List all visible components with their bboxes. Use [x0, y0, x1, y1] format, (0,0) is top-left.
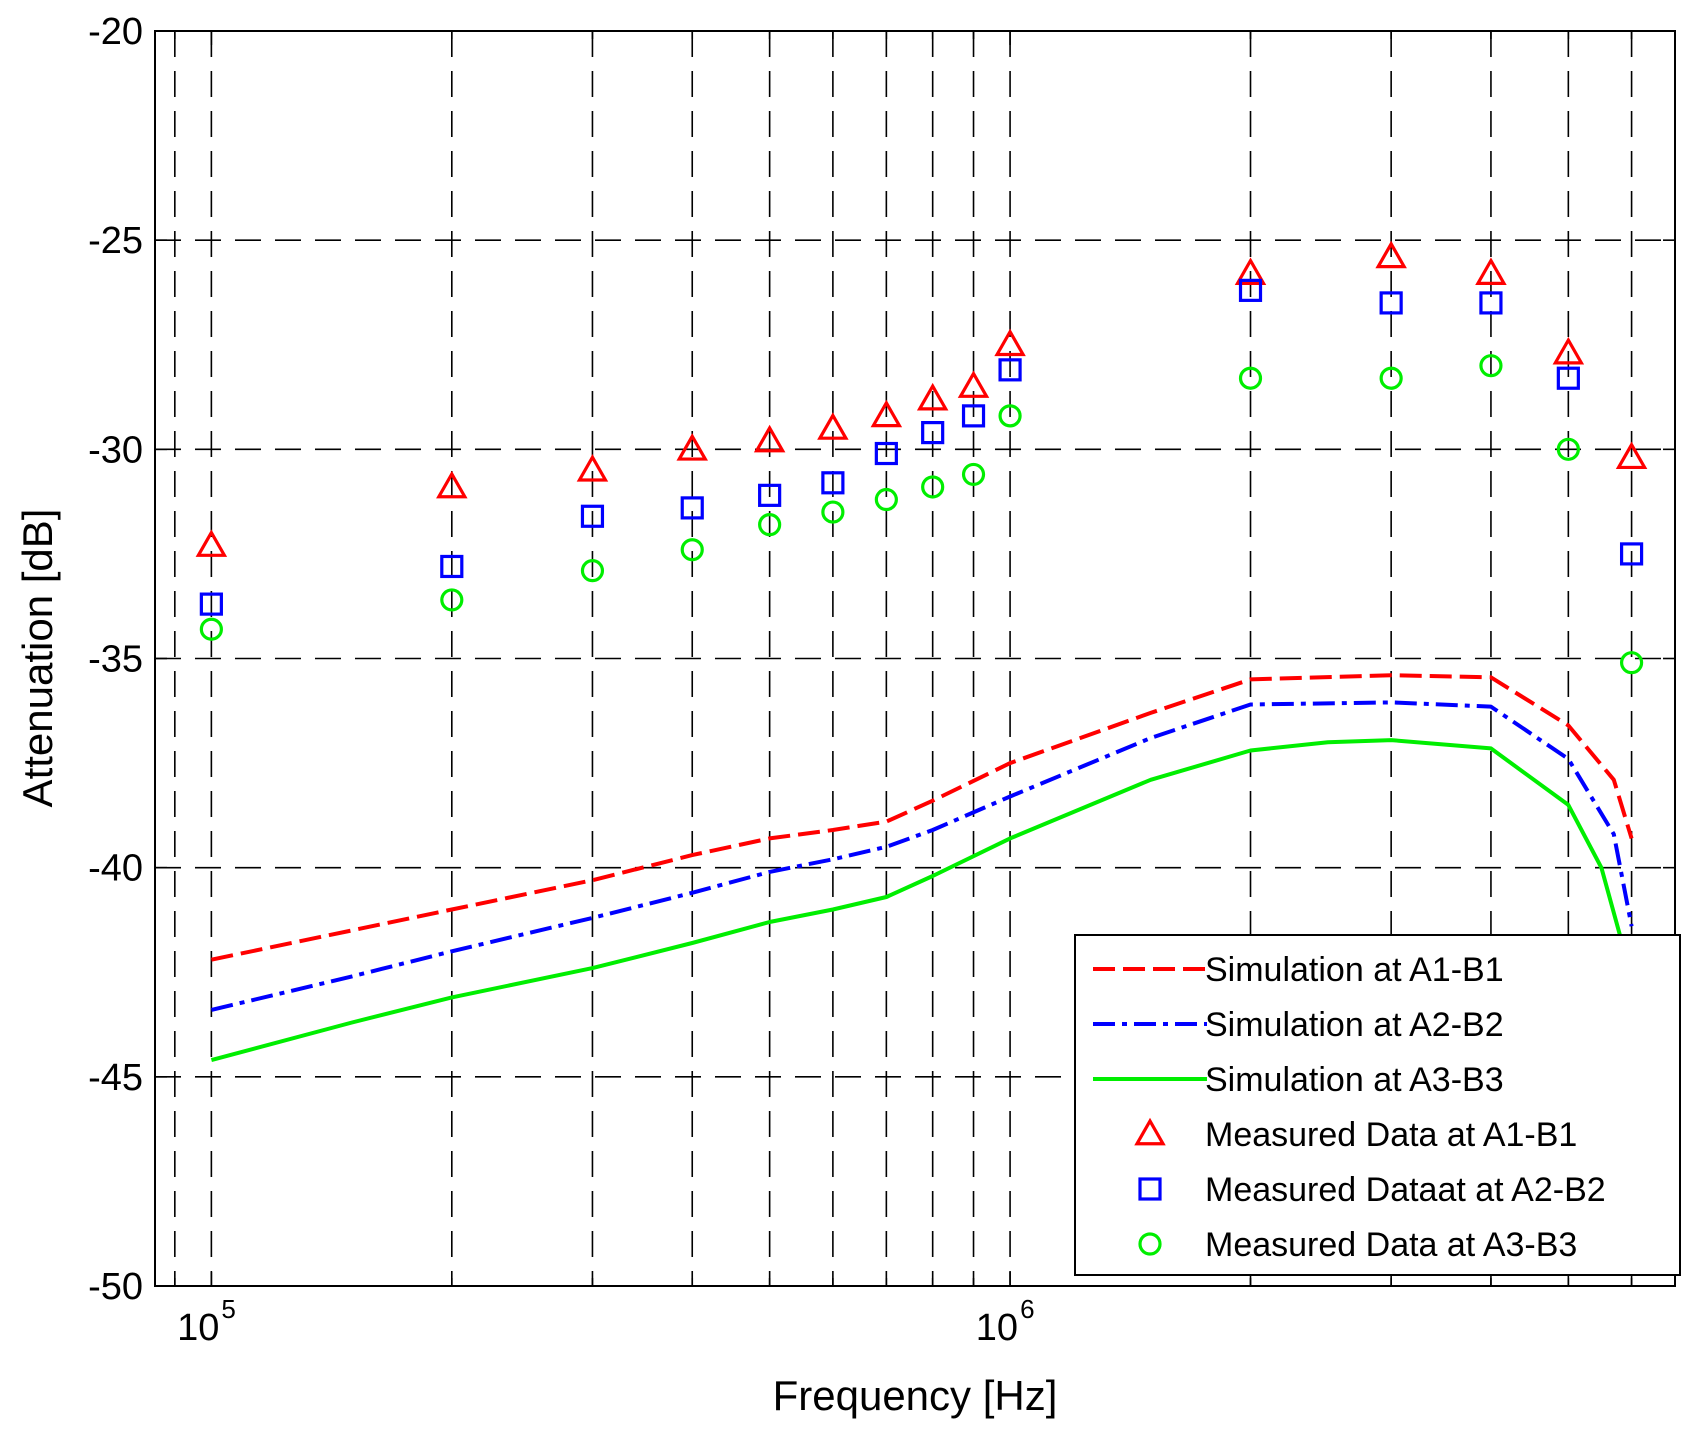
x-axis-title: Frequency [Hz] — [773, 1372, 1058, 1419]
legend-label: Measured Data at A3-B3 — [1205, 1226, 1577, 1264]
y-tick-label: -30 — [88, 429, 143, 471]
legend-label: Measured Data at A1-B1 — [1205, 1116, 1577, 1154]
legend-label: Simulation at A1-B1 — [1205, 951, 1504, 989]
x-tick-label-base: 10 — [976, 1307, 1018, 1349]
series-line-simulation-at-a1-b1 — [210, 673, 1634, 962]
series-line-simulation-at-a2-b2 — [210, 700, 1634, 1012]
measured-markers — [195, 240, 1648, 675]
data-point-circle — [680, 538, 704, 562]
data-point-circle — [1556, 437, 1580, 461]
data-point-square — [961, 404, 986, 428]
data-point-square — [1556, 366, 1580, 390]
data-point-square — [758, 483, 782, 507]
y-axis-tick-labels: -20 -25 -30 -35 -40 -45 -50 — [88, 11, 143, 1308]
x-tick-label-exponent: 5 — [221, 1294, 235, 1324]
data-point-circle — [1479, 354, 1503, 378]
y-tick-label: -50 — [88, 1266, 143, 1308]
data-point-circle — [1379, 366, 1403, 390]
data-point-triangle — [957, 370, 990, 398]
legend-label: Measured Dataat at A2-B2 — [1205, 1171, 1606, 1209]
simulation-lines — [210, 673, 1634, 1063]
data-point-circle — [998, 404, 1022, 428]
data-point-triangle — [1375, 240, 1407, 269]
data-point-triangle — [1615, 441, 1648, 470]
x-tick-label-exponent: 6 — [1020, 1294, 1034, 1324]
data-point-triangle — [195, 529, 228, 557]
x-axis-tick-labels: 10 5 10 6 — [177, 1294, 1034, 1349]
data-point-square — [1619, 542, 1644, 566]
data-point-circle — [440, 588, 464, 612]
y-tick-label: -20 — [88, 11, 143, 53]
data-point-circle — [921, 475, 945, 499]
data-point-square — [921, 421, 945, 445]
data-point-square — [1238, 278, 1263, 302]
legend-swatch-square — [1138, 1177, 1162, 1201]
y-tick-label: -35 — [88, 639, 143, 681]
data-point-square — [440, 554, 464, 579]
data-point-circle — [1238, 366, 1263, 390]
legend: Simulation at A1-B1 Simulation at A2-B2 Si… — [1074, 934, 1681, 1276]
legend-swatch-circle — [1138, 1232, 1162, 1256]
data-point-triangle — [676, 433, 708, 461]
data-point-circle — [580, 559, 605, 583]
data-point-circle — [961, 462, 986, 487]
data-point-circle — [199, 617, 223, 641]
data-point-circle — [1619, 651, 1644, 675]
data-point-square — [1479, 291, 1503, 315]
series-line-simulation-at-a3-b3 — [210, 738, 1622, 1063]
legend-label: Simulation at A2-B2 — [1205, 1006, 1504, 1044]
x-tick-label-base: 10 — [177, 1307, 219, 1349]
data-point-triangle — [870, 399, 903, 428]
data-point-triangle — [1475, 257, 1507, 285]
data-point-square — [998, 358, 1022, 382]
data-point-square — [874, 441, 898, 466]
data-point-triangle — [1234, 257, 1267, 285]
data-point-square — [199, 592, 223, 616]
legend-swatch-triangle — [1134, 1117, 1166, 1146]
x-tick-label: 10 5 — [177, 1294, 236, 1349]
y-tick-label: -25 — [88, 220, 143, 262]
data-point-circle — [821, 500, 845, 524]
data-point-square — [580, 504, 605, 528]
y-tick-label: -40 — [88, 848, 143, 890]
legend-box — [1074, 934, 1681, 1276]
y-axis-title: Attenuation [dB] — [14, 509, 61, 808]
legend-label: Simulation at A3-B3 — [1205, 1061, 1504, 1099]
data-point-triangle — [817, 412, 849, 440]
data-point-circle — [874, 487, 898, 512]
data-point-circle — [758, 513, 782, 537]
data-point-triangle — [436, 470, 468, 499]
data-point-square — [680, 496, 704, 520]
data-point-triangle — [916, 382, 949, 411]
data-point-triangle — [994, 328, 1026, 357]
x-tick-label: 10 6 — [976, 1294, 1035, 1349]
data-point-triangle — [753, 424, 786, 453]
data-point-triangle — [1552, 336, 1585, 365]
data-point-square — [821, 471, 845, 495]
data-point-square — [1379, 291, 1403, 315]
data-point-triangle — [576, 454, 609, 482]
y-tick-label: -45 — [88, 1057, 143, 1099]
